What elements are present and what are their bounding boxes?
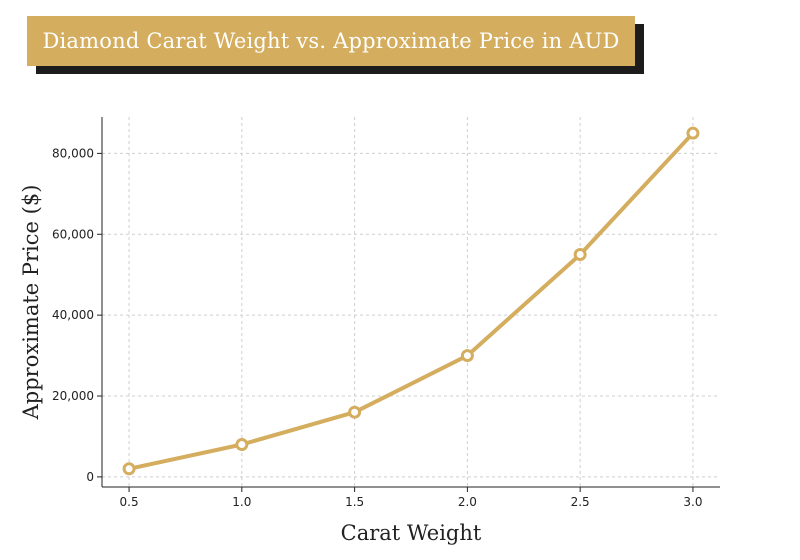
y-ticks: 0 20,000 40,000 60,000 80,000: [52, 146, 102, 484]
x-tick-label: 2.0: [458, 495, 477, 509]
y-tick-label: 0: [86, 470, 94, 484]
y-axis-label: Approximate Price ($): [19, 185, 43, 421]
x-tick-label: 0.5: [120, 495, 139, 509]
y-tick-label: 40,000: [52, 308, 94, 322]
series-line: [127, 131, 695, 471]
grid-lines: [102, 117, 720, 487]
x-tick-label: 1.5: [345, 495, 364, 509]
x-tick-label: 1.0: [232, 495, 251, 509]
x-tick-label: 2.5: [571, 495, 590, 509]
y-tick-label: 60,000: [52, 227, 94, 241]
data-point: [573, 247, 587, 261]
chart-title: Diamond Carat Weight vs. Approximate Pri…: [27, 16, 635, 66]
y-tick-label: 80,000: [52, 146, 94, 160]
y-tick-label: 20,000: [52, 389, 94, 403]
x-ticks: 0.5 1.0 1.5 2.0 2.5 3.0: [120, 487, 702, 509]
data-point: [235, 438, 249, 452]
data-point: [460, 349, 474, 363]
x-tick-label: 3.0: [683, 495, 702, 509]
x-axis-label: Carat Weight: [341, 521, 482, 545]
data-point: [686, 126, 700, 140]
data-point: [122, 462, 136, 476]
data-point: [348, 405, 362, 419]
data-points: [122, 126, 700, 476]
